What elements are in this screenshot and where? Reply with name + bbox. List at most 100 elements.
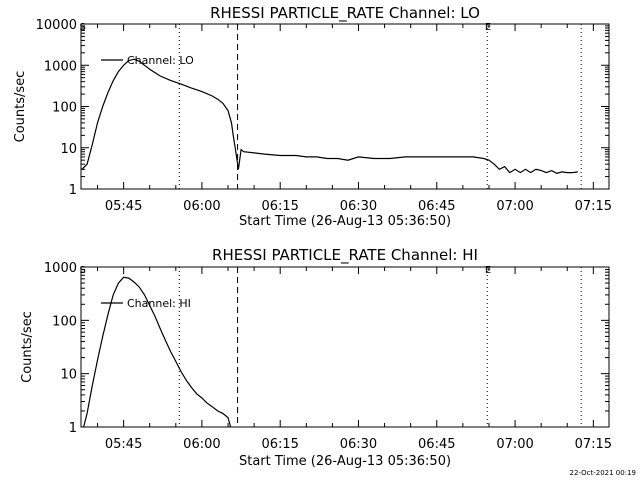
y-tick-label: 10000 <box>36 18 77 33</box>
marker-label-s: S <box>80 22 86 33</box>
x-tick-label: 05:45 <box>105 199 142 214</box>
chart-hi-channel: RHESSI PARTICLE_RATE Channel: HI 05:45 06:… <box>20 246 612 469</box>
x-tick-label: 06:45 <box>418 199 455 214</box>
data-point <box>572 172 573 173</box>
data-point <box>212 406 213 408</box>
data-point <box>144 294 145 296</box>
data-point <box>420 156 422 158</box>
x-tick-label: 07:00 <box>496 199 533 214</box>
data-point <box>112 80 114 82</box>
y-tick-label: 100 <box>52 314 77 329</box>
data-point <box>123 277 124 278</box>
data-point <box>373 158 375 159</box>
data-point <box>86 413 88 414</box>
x-tick-label: 06:15 <box>261 437 298 452</box>
data-point <box>535 169 537 170</box>
data-point <box>196 393 197 395</box>
marker-label-e: E <box>485 265 491 276</box>
data-point <box>112 294 114 296</box>
data-point <box>86 163 88 165</box>
x-tick-label: 06:45 <box>418 437 455 452</box>
data-point <box>483 158 485 159</box>
footer-timestamp: 22-Oct-2021 00:19 <box>570 469 636 477</box>
data-point <box>540 170 542 171</box>
legend-label: Channel: HI <box>127 297 191 310</box>
legend-label: Channel: LO <box>127 54 194 67</box>
data-point <box>206 402 208 404</box>
data-point <box>566 172 568 173</box>
x-tick-label: 07:15 <box>575 437 612 452</box>
data-point <box>389 158 391 159</box>
data-point <box>123 65 124 66</box>
data-point <box>149 305 150 306</box>
data-point <box>530 172 531 173</box>
data-point <box>499 169 500 170</box>
x-tick-label: 07:00 <box>496 437 533 452</box>
y-axis-label: Counts/sec <box>13 71 28 143</box>
y-tick-label: 1 <box>69 183 77 198</box>
data-point <box>118 282 119 284</box>
y-tick-label: 10 <box>60 142 77 157</box>
data-point <box>139 286 140 288</box>
data-point <box>231 122 232 124</box>
x-tick-label: 05:45 <box>105 437 142 452</box>
data-point <box>452 156 453 158</box>
data-point <box>222 413 224 414</box>
data-point <box>175 361 177 362</box>
x-tick-label: 07:15 <box>575 199 612 214</box>
data-point <box>149 68 150 70</box>
x-tick-label: 06:30 <box>340 437 377 452</box>
data-point <box>170 80 171 81</box>
x-axis-label: Start Time (26-Aug-13 05:36:50) <box>239 214 451 229</box>
data-point <box>509 172 511 173</box>
data-point <box>133 58 135 60</box>
data-point <box>201 91 203 92</box>
data-point <box>504 166 505 167</box>
data-point <box>102 336 103 337</box>
data-point <box>306 156 307 158</box>
data-point <box>279 155 281 156</box>
data-point <box>436 156 438 158</box>
data-point <box>525 169 526 170</box>
data-point <box>201 397 203 399</box>
data-point <box>240 149 242 150</box>
y-tick-label: 10 <box>60 368 77 383</box>
chart-title: RHESSI PARTICLE_RATE Channel: LO <box>210 4 480 23</box>
plot-frame <box>80 266 610 428</box>
x-tick-label: 06:00 <box>183 199 220 214</box>
data-point <box>546 172 547 173</box>
data-point <box>253 152 255 154</box>
data-point <box>133 281 135 283</box>
data-point <box>144 65 145 66</box>
data-point <box>191 387 192 388</box>
data-point <box>520 172 521 173</box>
data-point <box>232 135 234 136</box>
data-point <box>264 153 265 155</box>
marker-label-e: E <box>485 22 491 33</box>
plot-frame <box>80 23 610 190</box>
data-point <box>488 159 490 161</box>
data-point <box>243 151 244 152</box>
data-point <box>326 158 328 159</box>
data-point <box>561 171 563 173</box>
data-point <box>83 426 84 428</box>
data-point <box>493 163 495 165</box>
data-point <box>473 156 474 158</box>
chart-lo-channel: RHESSI PARTICLE_RATE Channel: LO 05:45 06:… <box>13 4 612 229</box>
data-point <box>227 417 229 418</box>
data-point <box>97 359 98 361</box>
data-point <box>92 144 93 145</box>
data-point <box>128 277 130 279</box>
data-point <box>118 71 119 72</box>
data-point <box>316 156 318 158</box>
y-tick-label: 1000 <box>44 59 77 74</box>
x-axis-label: Start Time (26-Aug-13 05:36:50) <box>239 454 451 469</box>
data-point <box>551 170 552 171</box>
data-point <box>230 426 231 428</box>
y-tick-label: 1000 <box>44 261 77 276</box>
series-line <box>83 276 232 428</box>
data-point <box>107 314 109 315</box>
data-point <box>462 156 464 158</box>
data-point <box>107 92 109 93</box>
